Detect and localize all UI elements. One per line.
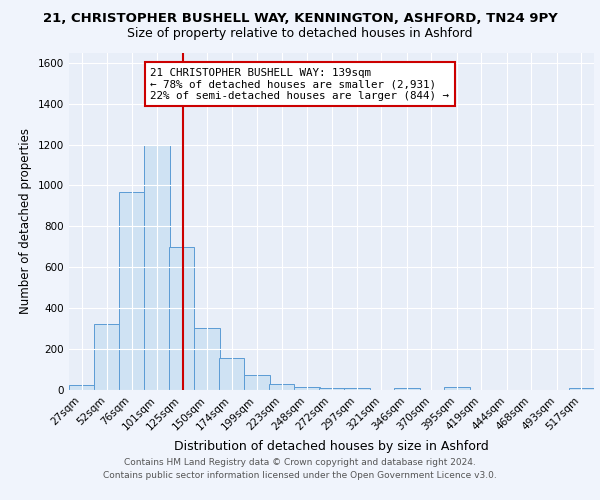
Bar: [294, 387, 320, 390]
Bar: [194, 328, 220, 390]
Bar: [344, 388, 370, 390]
Bar: [569, 388, 594, 390]
Bar: [394, 388, 419, 390]
Text: Contains HM Land Registry data © Crown copyright and database right 2024.: Contains HM Land Registry data © Crown c…: [124, 458, 476, 467]
X-axis label: Distribution of detached houses by size in Ashford: Distribution of detached houses by size …: [174, 440, 489, 453]
Text: 21 CHRISTOPHER BUSHELL WAY: 139sqm
← 78% of detached houses are smaller (2,931)
: 21 CHRISTOPHER BUSHELL WAY: 139sqm ← 78%…: [151, 68, 449, 101]
Bar: [119, 192, 145, 390]
Bar: [269, 384, 294, 390]
Y-axis label: Number of detached properties: Number of detached properties: [19, 128, 32, 314]
Text: 21, CHRISTOPHER BUSHELL WAY, KENNINGTON, ASHFORD, TN24 9PY: 21, CHRISTOPHER BUSHELL WAY, KENNINGTON,…: [43, 12, 557, 26]
Bar: [244, 374, 270, 390]
Text: Contains public sector information licensed under the Open Government Licence v3: Contains public sector information licen…: [103, 472, 497, 480]
Bar: [444, 387, 470, 390]
Bar: [319, 388, 344, 390]
Bar: [219, 358, 244, 390]
Bar: [69, 385, 94, 390]
Bar: [169, 247, 194, 390]
Bar: [94, 324, 120, 390]
Bar: [145, 144, 170, 390]
Text: Size of property relative to detached houses in Ashford: Size of property relative to detached ho…: [127, 28, 473, 40]
